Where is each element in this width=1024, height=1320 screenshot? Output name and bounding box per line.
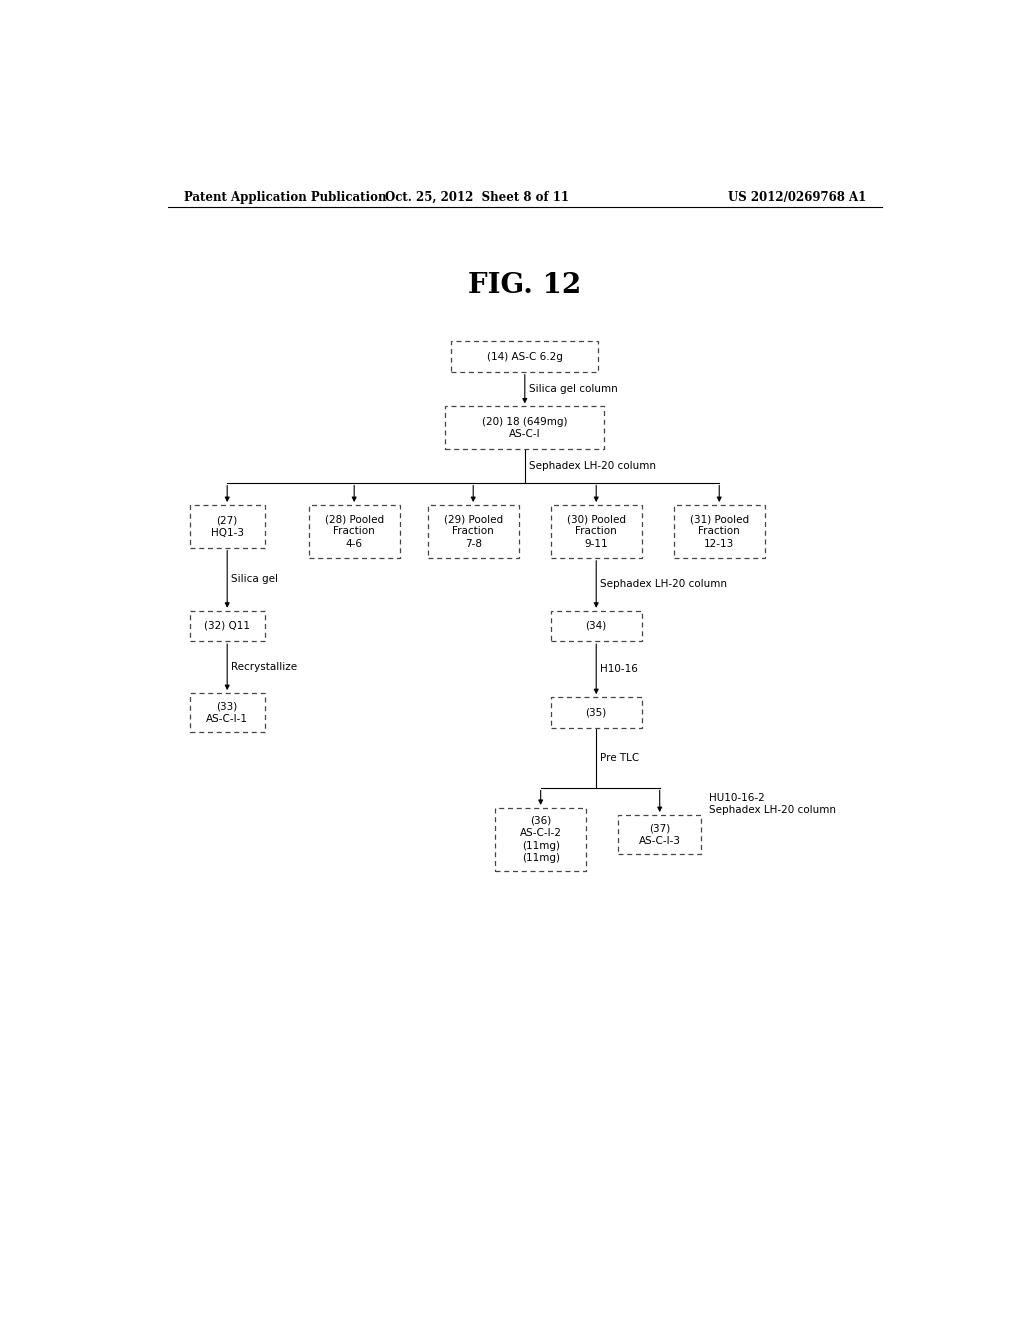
Text: Oct. 25, 2012  Sheet 8 of 11: Oct. 25, 2012 Sheet 8 of 11 xyxy=(385,190,569,203)
Text: (33)
AS-C-I-1: (33) AS-C-I-1 xyxy=(206,701,248,723)
Bar xyxy=(189,506,265,548)
Text: (30) Pooled
Fraction
9-11: (30) Pooled Fraction 9-11 xyxy=(566,513,626,549)
Text: (31) Pooled
Fraction
12-13: (31) Pooled Fraction 12-13 xyxy=(690,513,749,549)
Bar xyxy=(308,506,399,558)
Bar xyxy=(445,407,604,449)
Bar xyxy=(618,814,701,854)
Text: (20) 18 (649mg)
AS-C-I: (20) 18 (649mg) AS-C-I xyxy=(482,417,567,440)
Text: Sephadex LH-20 column: Sephadex LH-20 column xyxy=(528,461,655,471)
Bar xyxy=(428,506,519,558)
Bar xyxy=(189,693,265,731)
Bar xyxy=(495,808,587,871)
Text: Sephadex LH-20 column: Sephadex LH-20 column xyxy=(600,579,727,589)
Text: (28) Pooled
Fraction
4-6: (28) Pooled Fraction 4-6 xyxy=(325,513,384,549)
Text: (35): (35) xyxy=(586,708,607,717)
Text: (29) Pooled
Fraction
7-8: (29) Pooled Fraction 7-8 xyxy=(443,513,503,549)
Text: Pre TLC: Pre TLC xyxy=(600,752,639,763)
Text: HU10-16-2
Sephadex LH-20 column: HU10-16-2 Sephadex LH-20 column xyxy=(710,792,837,814)
Text: Silica gel column: Silica gel column xyxy=(528,384,617,395)
Bar xyxy=(551,697,642,727)
Text: (14) AS-C 6.2g: (14) AS-C 6.2g xyxy=(486,351,563,362)
Bar xyxy=(452,342,598,372)
Bar xyxy=(551,506,642,558)
Text: (32) Q11: (32) Q11 xyxy=(204,620,250,631)
Bar xyxy=(551,611,642,642)
Text: Silica gel: Silica gel xyxy=(231,574,279,585)
Text: (37)
AS-C-I-3: (37) AS-C-I-3 xyxy=(639,824,681,846)
Bar xyxy=(189,611,265,642)
Text: FIG. 12: FIG. 12 xyxy=(468,272,582,298)
Text: Recrystallize: Recrystallize xyxy=(231,663,297,672)
Bar xyxy=(674,506,765,558)
Text: (27)
HQ1-3: (27) HQ1-3 xyxy=(211,515,244,537)
Text: (34): (34) xyxy=(586,620,607,631)
Text: H10-16: H10-16 xyxy=(600,664,638,675)
Text: Patent Application Publication: Patent Application Publication xyxy=(183,190,386,203)
Text: US 2012/0269768 A1: US 2012/0269768 A1 xyxy=(728,190,866,203)
Text: (36)
AS-C-I-2
(11mg)
(11mg): (36) AS-C-I-2 (11mg) (11mg) xyxy=(519,816,562,863)
